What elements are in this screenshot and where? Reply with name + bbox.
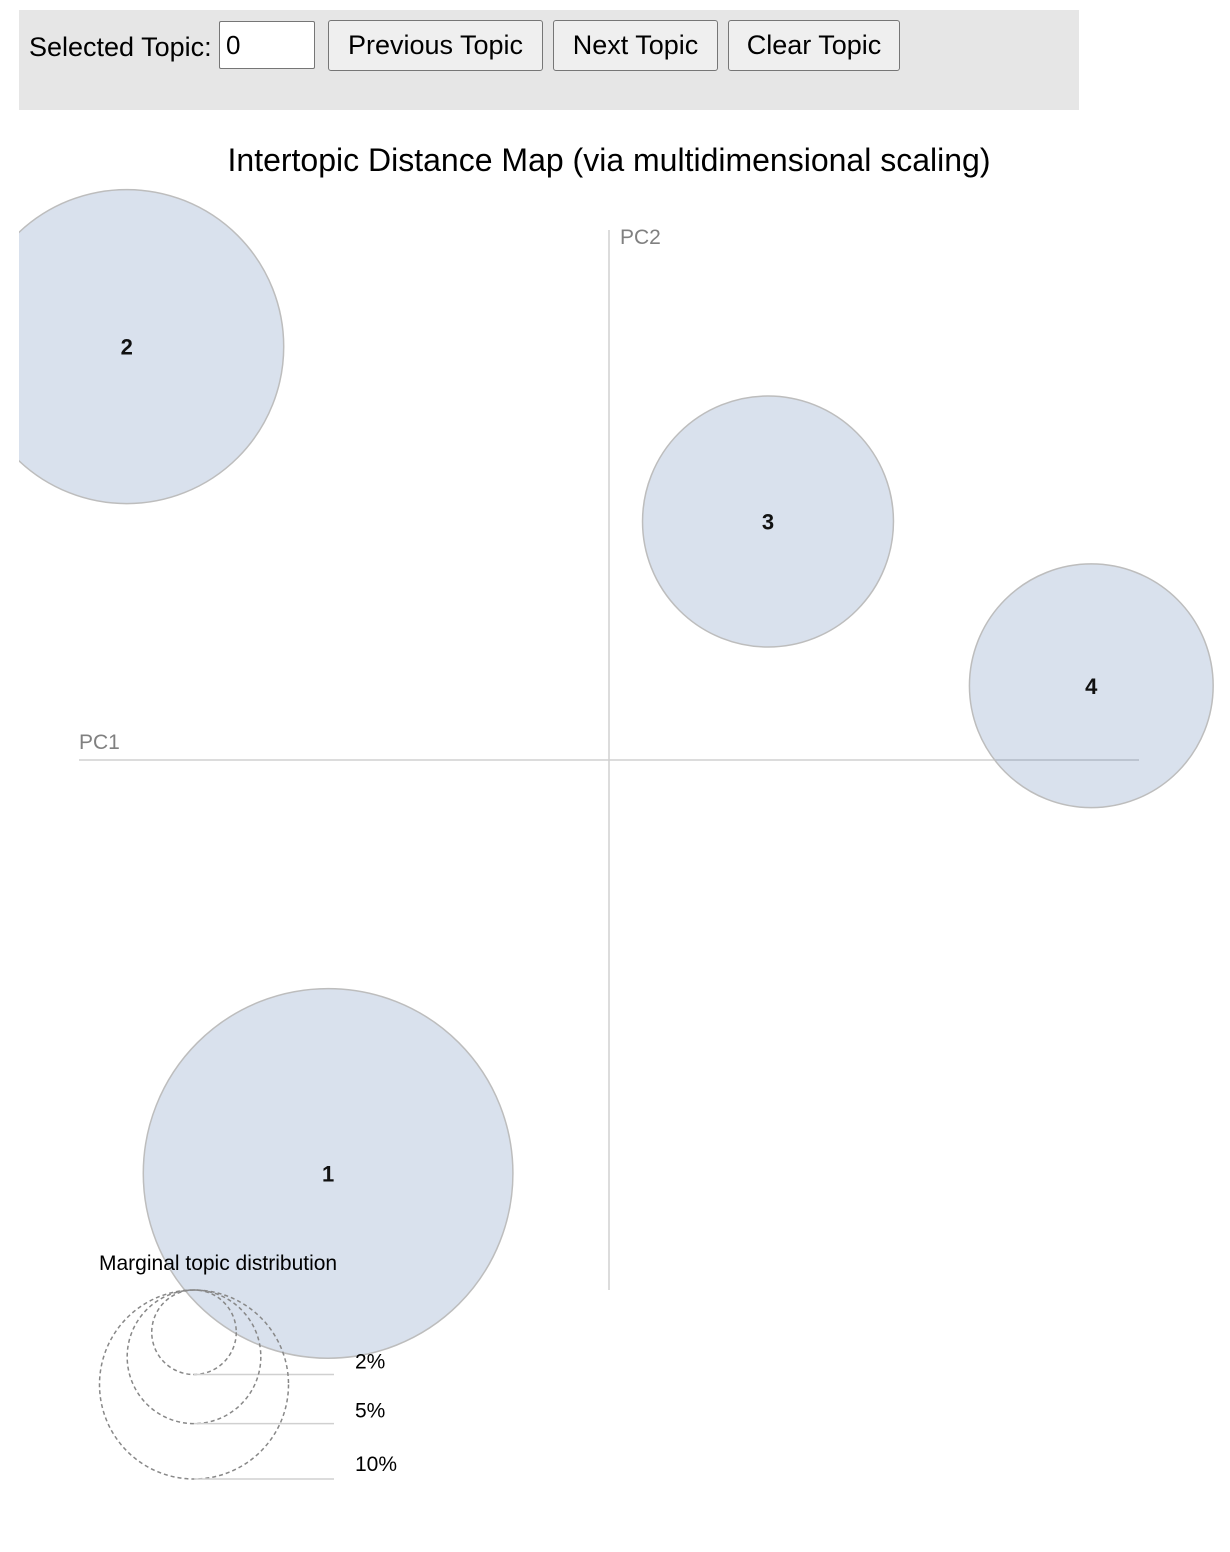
topic-label-4: 4: [1085, 674, 1098, 699]
clear-topic-button[interactable]: Clear Topic: [728, 20, 900, 71]
marginal-distribution-legend: Marginal topic distribution 2% 5% 10%: [98, 1252, 397, 1480]
topic-2[interactable]: 2: [0, 188, 285, 505]
selected-topic-label: Selected Topic:: [29, 32, 212, 62]
topic-circle-2[interactable]: [0, 188, 285, 505]
legend-label-2: 2%: [355, 1351, 385, 1374]
legend-title: Marginal topic distribution: [99, 1252, 337, 1275]
topic-circles: 1 2 3 4: [0, 188, 1214, 1359]
topic-label-2: 2: [121, 335, 133, 360]
topic-toolbar: Selected Topic: Previous Topic Next Topi…: [19, 10, 1079, 110]
axes: PC1 PC2: [79, 226, 1139, 1290]
topic-3[interactable]: 3: [641, 395, 895, 648]
legend-label-5: 5%: [355, 1400, 385, 1423]
topic-4[interactable]: 4: [968, 563, 1214, 809]
previous-topic-button[interactable]: Previous Topic: [328, 20, 543, 71]
topic-circle-3[interactable]: [641, 395, 895, 648]
pc2-axis-label: PC2: [620, 226, 661, 249]
pc1-axis-label: PC1: [79, 731, 120, 754]
legend-label-10: 10%: [355, 1453, 397, 1476]
legend-circle-5: [126, 1289, 262, 1425]
topic-circle-4[interactable]: [968, 563, 1214, 809]
legend-circle-2: [150, 1289, 238, 1376]
next-topic-button[interactable]: Next Topic: [553, 20, 718, 71]
topic-1[interactable]: 1: [142, 987, 514, 1359]
chart-title: Intertopic Distance Map (via multidimens…: [227, 142, 991, 178]
topic-circle-1[interactable]: [142, 987, 514, 1359]
topic-label-3: 3: [762, 510, 774, 535]
selected-topic-input[interactable]: [219, 21, 315, 69]
topic-label-1: 1: [322, 1161, 334, 1186]
